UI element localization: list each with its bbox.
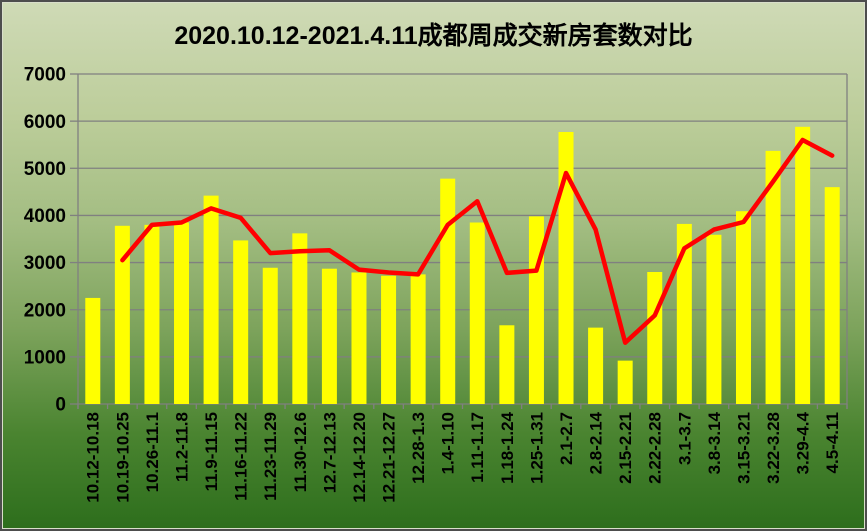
y-axis-label: 4000 — [24, 206, 66, 227]
bar — [795, 126, 811, 405]
bar — [558, 131, 574, 404]
y-axis-label: 6000 — [24, 112, 66, 133]
x-axis-label: 11.9-11.15 — [202, 412, 221, 491]
x-axis-label: 12.14-12.20 — [350, 412, 369, 503]
bar — [410, 274, 426, 404]
x-axis-label: 12.28-1.3 — [409, 412, 428, 484]
y-axis-label: 5000 — [24, 159, 66, 180]
y-axis-label: 3000 — [24, 253, 66, 274]
x-axis-label: 1.18-1.24 — [498, 411, 517, 483]
bar — [735, 211, 751, 404]
x-axis-label: 3.8-3.14 — [705, 411, 724, 474]
x-axis-label: 3.15-3.21 — [734, 412, 753, 484]
x-axis-label: 12.21-12.27 — [380, 412, 399, 503]
bar — [706, 234, 722, 404]
x-axis-label: 11.2-11.8 — [172, 412, 191, 482]
bar — [676, 223, 692, 404]
bar — [321, 268, 337, 404]
x-axis-label: 3.1-3.7 — [675, 412, 694, 465]
x-axis-label: 2.15-2.21 — [616, 412, 635, 484]
x-axis-label: 1.25-1.31 — [527, 412, 546, 484]
x-axis-label: 12.7-12.13 — [320, 412, 339, 493]
bar — [233, 240, 249, 404]
x-axis-label: 1.4-1.10 — [439, 412, 458, 474]
bar — [765, 150, 781, 404]
x-axis-label: 2.1-2.7 — [557, 412, 576, 465]
bar — [174, 222, 190, 404]
bar — [469, 222, 485, 404]
bar — [203, 195, 219, 404]
bar — [381, 275, 397, 404]
y-axis-label: 2000 — [24, 300, 66, 321]
trend-line — [120, 137, 835, 345]
bar — [292, 233, 308, 404]
x-axis-label: 3.29-4.4 — [794, 411, 813, 474]
bar — [144, 224, 160, 404]
bar — [588, 327, 604, 404]
x-axis-label: 10.26-11.1 — [143, 412, 162, 492]
x-axis-label: 2.22-2.28 — [646, 412, 665, 484]
x-axis-label: 2.8-2.14 — [587, 411, 606, 474]
y-axis-label: 7000 — [24, 65, 66, 86]
x-axis-label: 11.23-11.29 — [261, 412, 280, 501]
chart-title: 2020.10.12-2021.4.11成都周成交新房套数对比 — [174, 22, 693, 50]
y-axis-label: 0 — [55, 395, 66, 416]
bar — [499, 325, 515, 404]
x-axis-label: 11.16-11.22 — [232, 412, 251, 501]
bar — [824, 187, 840, 404]
bar — [114, 225, 130, 404]
bar — [528, 216, 544, 404]
bar — [85, 297, 101, 404]
x-axis-label: 4.5-4.11 — [823, 412, 842, 473]
x-axis-label: 3.22-3.28 — [764, 412, 783, 484]
bar — [617, 360, 633, 404]
bar — [262, 267, 278, 404]
x-axis-label: 10.12-10.18 — [84, 412, 103, 503]
bar — [647, 272, 663, 404]
bar — [440, 178, 456, 404]
y-axis-label: 1000 — [24, 348, 66, 369]
x-axis-label: 10.19-10.25 — [113, 412, 132, 503]
x-axis-label: 11.30-12.6 — [291, 412, 310, 492]
bar — [351, 272, 367, 404]
x-axis-label: 1.11-1.17 — [468, 412, 487, 483]
